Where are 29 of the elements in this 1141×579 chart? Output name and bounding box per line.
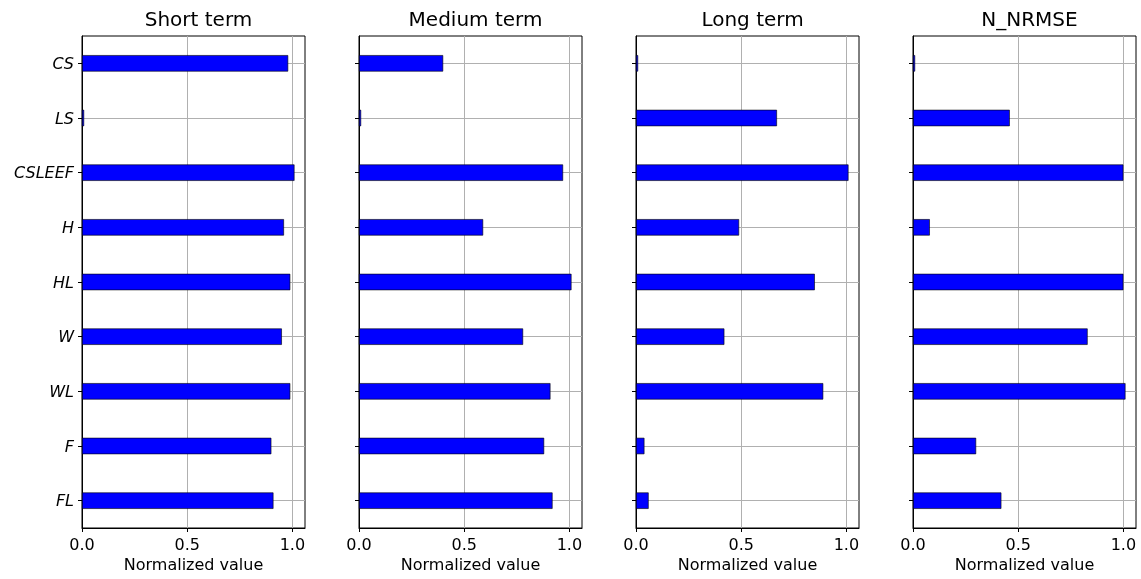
y-tick-label: FL [55,491,74,511]
y-tick-label: H [61,217,74,237]
x-tick-label: 0.5 [728,534,754,554]
x-tick-label: 1.0 [833,534,860,554]
chart-title: Long term [701,7,804,31]
x-tick-label: 0.5 [1005,534,1031,554]
y-tick-label: W [58,327,76,347]
x-tick-label: 1.0 [1110,534,1137,554]
x-tick-label: 0.0 [69,534,95,554]
x-tick-label: 0.0 [346,534,372,554]
chart-title: Medium term [408,7,543,31]
y-tick-label: HL [53,272,74,292]
y-tick-label: CS [52,53,74,73]
x-tick-label: 0.5 [174,534,200,554]
x-axis-title: Normalized value [400,555,541,575]
y-tick-label: CSLEEF [14,163,75,183]
chart-title: Short term [144,7,253,31]
y-tick-label: WL [49,381,74,401]
x-tick-label: 0.5 [451,534,477,554]
y-tick-label: F [64,436,75,456]
x-tick-label: 1.0 [279,534,306,554]
x-axis-title: Normalized value [123,555,264,575]
x-axis-title: Normalized value [954,555,1095,575]
x-tick-label: 1.0 [556,534,583,554]
x-axis-title: Normalized value [677,555,818,575]
chart-title: N_NRMSE [981,7,1078,31]
x-tick-label: 0.0 [623,534,649,554]
y-tick-label: LS [54,108,74,128]
x-tick-label: 0.0 [900,534,926,554]
